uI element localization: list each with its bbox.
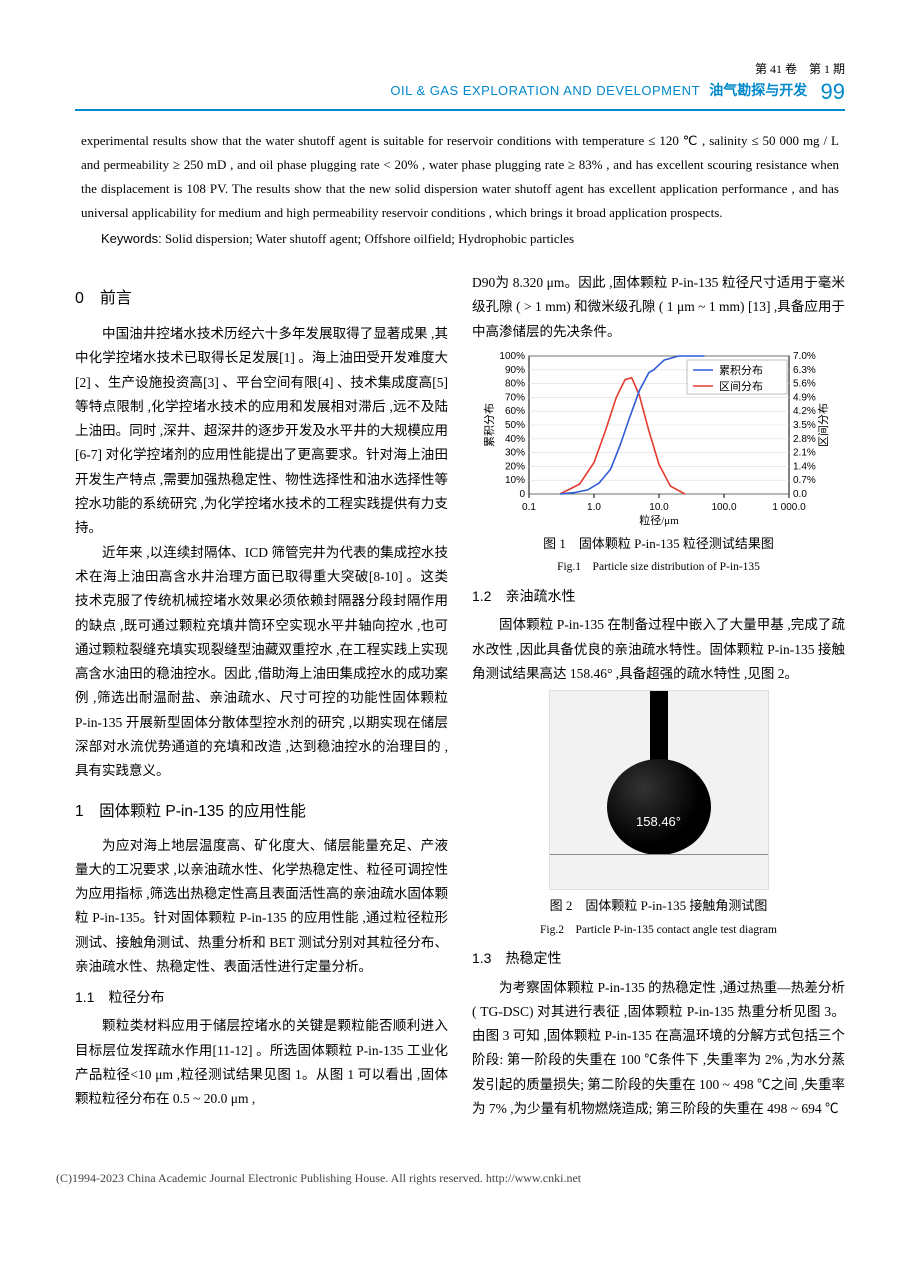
svg-text:粒径/μm: 粒径/μm	[639, 513, 679, 527]
svg-text:累积分布: 累积分布	[483, 403, 496, 447]
footer-text: (C)1994-2023 China Academic Journal Elec…	[0, 1161, 920, 1196]
para-1-3: 为考察固体颗粒 P-in-135 的热稳定性 ,通过热重—热差分析( TG-DS…	[472, 976, 845, 1122]
svg-text:90%: 90%	[504, 365, 524, 376]
heading-0: 0 前言	[75, 285, 448, 314]
svg-text:2.8%: 2.8%	[793, 434, 816, 445]
svg-text:0.1: 0.1	[522, 502, 536, 513]
svg-text:100%: 100%	[499, 351, 525, 362]
svg-text:1.0: 1.0	[587, 502, 601, 513]
fig2-caption-en: Fig.2 Particle P-in-135 contact angle te…	[472, 920, 845, 941]
fig1-caption-cn: 图 1 固体颗粒 P-in-135 粒径测试结果图	[472, 532, 845, 555]
svg-text:40%: 40%	[504, 434, 524, 445]
baseline-line	[550, 854, 768, 855]
svg-text:0.0: 0.0	[793, 489, 807, 500]
svg-text:4.2%: 4.2%	[793, 406, 816, 417]
para-1-1-b: D90为 8.320 μm。因此 ,固体颗粒 P-in-135 粒径尺寸适用于毫…	[472, 271, 845, 344]
svg-text:区间分布: 区间分布	[817, 403, 830, 447]
para-0-1: 中国油井控堵水技术历经六十多年发展取得了显著成果 ,其中化学控堵水技术已取得长足…	[75, 322, 448, 541]
page-header: 第 41 卷 第 1 期 OIL & GAS EXPLORATION AND D…	[75, 60, 845, 111]
svg-text:70%: 70%	[504, 392, 524, 403]
column-left: 0 前言 中国油井控堵水技术历经六十多年发展取得了显著成果 ,其中化学控堵水技术…	[75, 271, 448, 1121]
svg-text:4.9%: 4.9%	[793, 392, 816, 403]
svg-text:6.3%: 6.3%	[793, 365, 816, 376]
fig2-caption-cn: 图 2 固体颗粒 P-in-135 接触角测试图	[472, 894, 845, 917]
para-1-1-a: 颗粒类材料应用于储层控堵水的关键是颗粒能否顺利进入目标层位发挥疏水作用[11-1…	[75, 1014, 448, 1111]
figure-1: 0 10% 20% 30% 40% 50% 60% 70% 80% 90% 100% 0.0 0.7% 1…	[472, 348, 845, 578]
svg-text:80%: 80%	[504, 379, 524, 390]
para-1-1: 为应对海上地层温度高、矿化度大、储层能量充足、产液量大的工况要求 ,以亲油疏水性…	[75, 834, 448, 980]
two-column-body: 0 前言 中国油井控堵水技术历经六十多年发展取得了显著成果 ,其中化学控堵水技术…	[75, 271, 845, 1121]
figure-2: 158.46° 图 2 固体颗粒 P-in-135 接触角测试图 Fig.2 P…	[472, 690, 845, 940]
figure-1-chart: 0 10% 20% 30% 40% 50% 60% 70% 80% 90% 100% 0.0 0.7% 1…	[479, 348, 839, 528]
svg-text:3.5%: 3.5%	[793, 420, 816, 431]
keywords-line: Keywords: Solid dispersion; Water shutof…	[101, 231, 845, 247]
heading-1-1: 1.1 粒径分布	[75, 985, 448, 1010]
heading-1-2: 1.2 亲油疏水性	[472, 584, 845, 609]
svg-text:20%: 20%	[504, 461, 524, 472]
svg-text:0: 0	[519, 489, 525, 500]
journal-cn: 油气勘探与开发	[709, 82, 807, 98]
heading-1: 1 固体颗粒 P-in-135 的应用性能	[75, 798, 448, 826]
journal-en: OIL & GAS EXPLORATION AND DEVELOPMENT	[390, 83, 700, 98]
svg-text:100.0: 100.0	[711, 502, 736, 513]
svg-text:0.7%: 0.7%	[793, 475, 816, 486]
droplet-icon	[607, 759, 711, 855]
figure-2-photo: 158.46°	[549, 690, 769, 890]
svg-text:1 000.0: 1 000.0	[772, 502, 806, 513]
svg-text:累积分布: 累积分布	[719, 364, 763, 377]
svg-text:1.4%: 1.4%	[793, 461, 816, 472]
probe-icon	[650, 691, 668, 763]
svg-text:50%: 50%	[504, 420, 524, 431]
svg-text:30%: 30%	[504, 448, 524, 459]
page-number: 99	[821, 79, 845, 104]
para-0-2: 近年来 ,以连续封隔体、ICD 筛管完井为代表的集成控水技术在海上油田高含水井治…	[75, 541, 448, 784]
header-rule	[75, 109, 845, 111]
heading-1-3: 1.3 热稳定性	[472, 946, 845, 971]
vol-issue: 第 41 卷 第 1 期	[75, 60, 845, 77]
svg-text:5.6%: 5.6%	[793, 379, 816, 390]
svg-text:10.0: 10.0	[649, 502, 669, 513]
svg-text:区间分布: 区间分布	[719, 380, 763, 393]
svg-text:10%: 10%	[504, 475, 524, 486]
angle-label: 158.46°	[636, 810, 681, 833]
para-1-2: 固体颗粒 P-in-135 在制备过程中嵌入了大量甲基 ,完成了疏水改性 ,因此…	[472, 613, 845, 686]
svg-text:60%: 60%	[504, 406, 524, 417]
keywords-text: Solid dispersion; Water shutoff agent; O…	[162, 231, 574, 246]
column-right: D90为 8.320 μm。因此 ,固体颗粒 P-in-135 粒径尺寸适用于毫…	[472, 271, 845, 1121]
keywords-label: Keywords:	[101, 231, 162, 246]
svg-text:7.0%: 7.0%	[793, 351, 816, 362]
fig1-caption-en: Fig.1 Particle size distribution of P-in…	[472, 557, 845, 578]
abstract-en: experimental results show that the water…	[75, 129, 845, 225]
svg-text:2.1%: 2.1%	[793, 448, 816, 459]
